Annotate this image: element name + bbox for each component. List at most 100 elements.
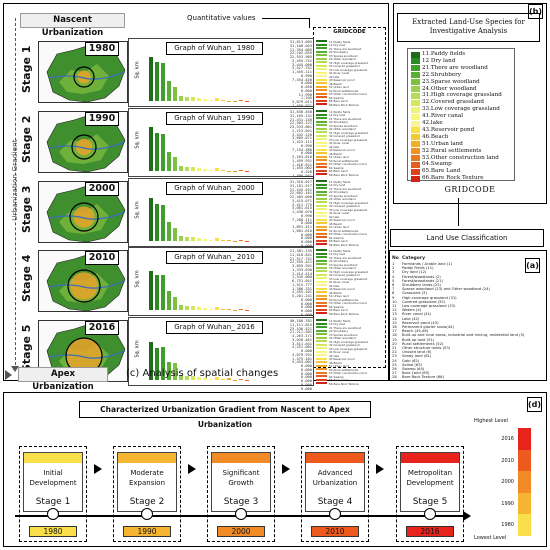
stage-label: Stage 1 [20,45,33,93]
legend-label: 41 River canal [329,211,350,215]
bar [215,377,219,380]
species-label: 41.River canal [422,113,464,120]
bar [197,168,201,171]
value-label: 1,475.181 [292,356,312,361]
legend-row: 33 Low coverage grassland [316,277,384,281]
bar [155,204,159,241]
bar [161,274,165,310]
legend-swatch [316,99,327,102]
bar [221,170,225,171]
table-row-category: Saline (63) [402,362,422,367]
legend-row: 43 Reservoir pond [316,148,384,152]
legend-row: 41 River canal [316,141,384,145]
value-label: 3,061.615 [292,206,312,211]
legend-swatch [316,222,327,225]
legend-row: 22 Shrubbery [316,259,384,263]
bar-chart: Graph of Wuhan_ 1990 Sq. km 31,830.458 31,1… [128,108,314,181]
legend-label: 33 Low coverage grassland [329,207,368,212]
stage-arrow-icon [376,464,384,474]
bar [179,95,183,101]
value-label: 22,503.121 [289,121,312,126]
legend-row: 52 Rural settlements [316,298,384,302]
year-badge: 2000 [85,182,119,196]
legend-label: 21 There are woodland [329,325,362,330]
legend-row: 21 There are woodland [316,187,384,191]
bar [173,227,177,241]
stage-name: Stage 5 [412,497,448,507]
value-label: 22,553.985 [289,55,312,59]
species-label: 64.Swamp [422,161,452,168]
scale-year-label: 1990 [501,500,514,507]
legend-row: 21 There are woodland [316,47,384,51]
bar [197,238,201,241]
species-label: 66.Bare Rock Texture [422,175,484,182]
legend-label: 42 lake [329,74,340,79]
legend-label: 65 Bare Land [329,169,348,173]
map-graphic [46,254,126,311]
legend-swatch [316,252,327,255]
value-label: 0.000 [300,309,312,313]
species-row: 64.Swamp [411,161,515,169]
stage-arrow-icon [94,464,102,474]
table-header-no: No [392,256,399,261]
species-label: 31.High coverage grassland [422,92,502,99]
bar [227,308,231,310]
table-row-category: River canal (41) [402,312,432,317]
legend-swatch [316,47,327,50]
legend-swatch [316,173,327,176]
value-label: 4,263.171 [292,334,312,338]
quantitative-values-label: Quantitative values [187,14,256,22]
y-axis-label: Sq. km [134,340,141,358]
legend-row: 46 Beach [316,361,384,365]
legend-swatch [316,82,327,85]
legend-swatch [316,291,327,294]
stage-description-line1: Metropolitan [407,469,453,477]
value-label: 0.000 [300,301,312,306]
legend-row: 42 lake [316,74,384,79]
table-row-number: 4 [392,274,395,279]
value-label: 31,310.017 [289,180,312,184]
legend-swatch [316,382,327,385]
legend-label: 12 Dry land [329,113,346,117]
legend-swatch [316,378,327,381]
legend-swatch [316,166,327,169]
species-swatch [411,148,420,155]
table-row-category: Reservoir pond (43) [402,320,439,325]
legend-row: 23 Sparse woodland [316,124,384,128]
legend-label: 53 Other construction land [329,371,367,375]
table-row-number: 19 [392,337,397,342]
bar [215,168,219,171]
value-label: 11,990 [298,92,312,97]
legend-label: 22 Shrubbery [329,259,348,263]
table-row-number: 12 [392,308,397,313]
species-row: 24.Other woodland [411,86,515,94]
legend-swatch [316,148,327,151]
legend-row: 46 Beach [316,222,384,226]
bar [167,361,171,380]
legend-swatch [316,287,327,290]
legend-row: 31 High coverage grassland [316,131,384,135]
value-label: 6,751.041 [292,279,312,283]
stage-label: Stage 3 [20,185,33,233]
legend-row: 11 Paddy fields [316,249,384,253]
legend-label: 43 Reservoir pond [329,78,355,82]
bar [239,309,243,310]
table-row-category: Gobi (62) [402,358,420,363]
legend-label: 53 Other construction land [329,301,367,305]
table-row-category: Built-up land (51) [402,337,435,342]
legend-swatch [316,280,327,283]
value-label: 22,555.421 [289,260,312,265]
table-row-number: 26 [392,367,397,371]
value-label: 11,354.085 [289,47,312,52]
value-label: 3,679.611 [292,100,312,104]
species-label: 32.Covered grassland [422,99,484,106]
legend-row: 21 There are woodland [316,117,384,121]
legend-swatch [316,312,327,315]
legend-label: 33 Low coverage grassland [329,346,368,351]
timeline-marker [329,508,341,520]
legend-swatch [316,127,327,130]
value-label: 3,005.071 [292,136,312,141]
species-swatch [411,113,420,120]
species-swatch [411,58,420,65]
scale-segment [518,514,531,536]
